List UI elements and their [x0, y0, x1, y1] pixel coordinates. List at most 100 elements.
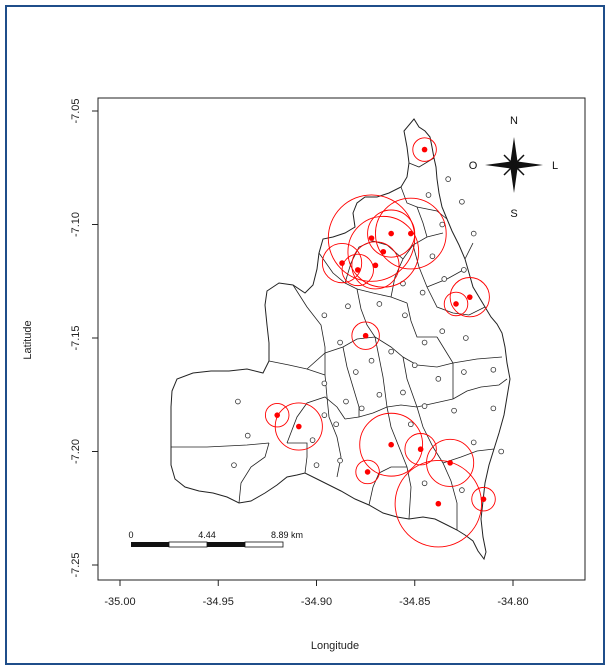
axes-layer: -35.00 -34.95 -34.90 -34.85 -34.80 -7.05 -7.10…	[70, 98, 529, 608]
municipality-outline	[170, 118, 511, 561]
district-centroid-point	[461, 369, 467, 375]
district-centroid-point	[421, 339, 428, 346]
district-centroid-point	[439, 221, 446, 228]
compass-diagonal	[503, 154, 525, 176]
scale-segment-3	[207, 542, 245, 547]
figure-frame: -35.00 -34.95 -34.90 -34.85 -34.80 -7.05 -7.10…	[5, 5, 605, 665]
cluster-radius-circle	[274, 402, 323, 451]
district-centroid-point	[429, 253, 436, 260]
district-centroid-point	[358, 405, 365, 412]
compass-rose: N S O L	[469, 115, 558, 220]
district-centroid-point	[463, 335, 469, 341]
district-centroid-point	[470, 230, 477, 237]
district-centroid-point	[376, 391, 383, 398]
cluster-radius-circle	[321, 242, 363, 284]
cluster-radius-circle	[394, 460, 483, 548]
cluster-center-point	[296, 423, 302, 430]
cluster-radius-circle	[351, 241, 400, 290]
y-tick-label: -7.15	[70, 325, 82, 350]
compass-arrow-west	[485, 161, 514, 169]
cluster-center-point	[417, 446, 424, 453]
x-tick-label: -34.85	[399, 596, 430, 608]
district-centroid-point	[400, 389, 406, 396]
district-centroid-point	[343, 398, 349, 405]
district-centroid-point	[309, 437, 316, 443]
district-centroid-point	[408, 421, 414, 428]
district-centroid-point	[490, 366, 497, 373]
map-plot: -35.00 -34.95 -34.90 -34.85 -34.80 -7.05 -7.10…	[22, 97, 586, 652]
district-centroid-point	[470, 439, 477, 446]
x-tick-label: -34.95	[203, 596, 234, 608]
plot-box	[97, 97, 586, 581]
district-centroid-point	[419, 289, 426, 296]
district-centroid-point	[376, 301, 383, 307]
cluster-radius-circle	[367, 209, 416, 258]
district-centroid-point	[231, 462, 237, 468]
district-centroid-point	[411, 362, 418, 369]
district-centroid-point	[321, 380, 328, 387]
cluster-radius-circle	[471, 486, 496, 512]
cluster-radius-circle	[359, 412, 424, 477]
compass-arrow-east	[514, 161, 543, 169]
compass-label-north: N	[510, 115, 518, 127]
district-centroid-point	[321, 412, 328, 418]
compass-label-east: L	[552, 160, 558, 172]
cluster-radius-circle	[443, 291, 469, 317]
district-centroid-point	[313, 462, 320, 468]
highlight-points-layer	[264, 137, 496, 548]
x-tick-label: -35.00	[104, 596, 135, 608]
district-centroid-point	[388, 348, 394, 355]
district-centroid-point	[337, 339, 343, 346]
scale-segment-4	[244, 541, 284, 548]
district-centroid-point	[402, 312, 408, 319]
scale-label-mid: 4.44	[198, 530, 216, 540]
cluster-center-point	[339, 260, 345, 266]
cluster-center-point	[408, 230, 414, 237]
cluster-radius-circle	[426, 438, 475, 487]
district-centroid-point	[498, 448, 505, 455]
district-centroid-point	[333, 421, 339, 428]
compass-label-west: O	[469, 160, 478, 172]
y-tick-label: -7.10	[70, 212, 82, 237]
district-centroid-point	[337, 457, 343, 464]
district-centroid-point	[435, 376, 442, 382]
district-centroid-point	[235, 398, 241, 405]
y-tick-label: -7.05	[70, 98, 82, 123]
scale-segment-1	[131, 542, 169, 547]
y-axis-title: Latitude	[22, 320, 34, 359]
district-centroid-point	[445, 176, 451, 182]
y-tick-label: -7.25	[70, 552, 82, 577]
cluster-center-point	[362, 332, 369, 339]
plain-points-layer	[231, 176, 505, 493]
district-centroid-point	[321, 312, 328, 319]
district-centroid-point	[244, 432, 251, 439]
cluster-radius-circle	[351, 321, 380, 350]
district-centroid-point	[459, 487, 465, 493]
x-tick-label: -34.80	[497, 596, 528, 608]
scale-segment-2	[168, 541, 208, 548]
district-centroid-point	[352, 369, 359, 375]
district-centroid-point	[451, 407, 457, 414]
cluster-center-point	[421, 146, 428, 153]
district-centroid-point	[490, 405, 497, 412]
cluster-center-point	[388, 441, 394, 448]
district-centroid-point	[368, 357, 375, 364]
cluster-center-point	[480, 496, 487, 502]
compass-arrow-north	[510, 137, 518, 165]
district-centroid-point	[439, 328, 446, 334]
cluster-radius-circle	[341, 253, 374, 287]
cluster-center-point	[435, 500, 442, 507]
district-centroid-point	[461, 267, 467, 273]
district-centroid-point	[459, 199, 465, 205]
cluster-radius-circle	[412, 137, 437, 162]
x-tick-label: -34.90	[301, 596, 332, 608]
district-centroid-point	[421, 480, 428, 487]
cluster-radius-circle	[347, 215, 420, 288]
compass-diagonal-2	[503, 154, 525, 176]
scale-label-end: 8.89 km	[271, 530, 303, 540]
district-centroid-point	[421, 403, 428, 409]
district-centroid-point	[345, 303, 351, 310]
cluster-radius-circle	[404, 433, 437, 466]
district-centroid-point	[441, 276, 448, 282]
cluster-radius-circle	[375, 197, 447, 270]
